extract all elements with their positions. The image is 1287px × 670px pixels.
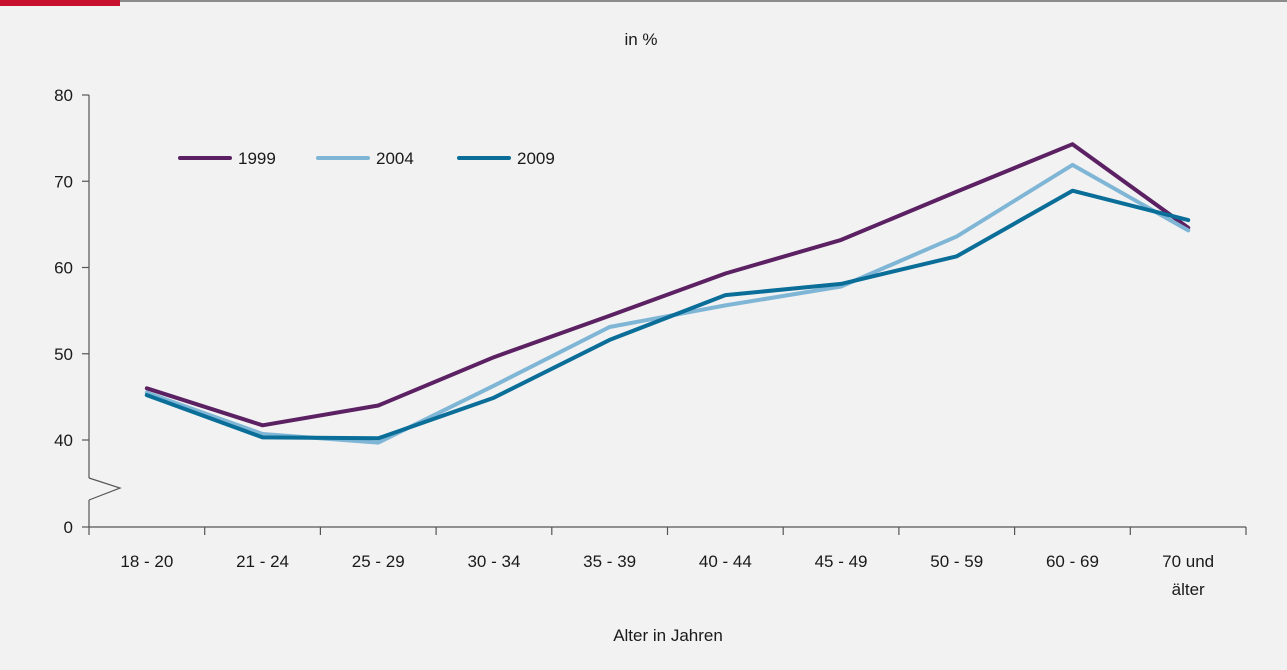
unit-label: in % xyxy=(624,30,657,49)
x-axis-title: Alter in Jahren xyxy=(613,626,723,645)
y-tick-label: 40 xyxy=(54,431,73,450)
x-tick-label: 18 - 20 xyxy=(120,552,173,571)
x-tick-label: 50 - 59 xyxy=(930,552,983,571)
series-line-1999 xyxy=(147,144,1188,425)
series-line-2004 xyxy=(147,165,1188,443)
legend-label: 1999 xyxy=(238,149,276,168)
axes: 0 40 50 60 70 80 18 - 20 21 - 24 25 - 29 30 - 34 3… xyxy=(54,86,1246,599)
x-tick-label: 35 - 39 xyxy=(583,552,636,571)
legend-label: 2004 xyxy=(376,149,414,168)
x-tick-label: 21 - 24 xyxy=(236,552,289,571)
x-tick-label: 30 - 34 xyxy=(467,552,520,571)
legend-label: 2009 xyxy=(517,149,555,168)
y-tick-label: 50 xyxy=(54,345,73,364)
x-tick-label: 45 - 49 xyxy=(815,552,868,571)
y-tick-label: 80 xyxy=(54,86,73,105)
x-tick-label: 25 - 29 xyxy=(352,552,405,571)
y-tick-label: 60 xyxy=(54,259,73,278)
plot-area xyxy=(147,144,1188,442)
x-tick-label: 60 - 69 xyxy=(1046,552,1099,571)
x-tick-label: 40 - 44 xyxy=(699,552,752,571)
y-tick-label: 0 xyxy=(64,518,73,537)
legend: 1999 2004 2009 xyxy=(180,149,555,168)
x-tick-label: 70 und älter xyxy=(1162,552,1214,599)
y-tick-label: 70 xyxy=(54,172,73,191)
y-axis-break xyxy=(89,478,120,500)
